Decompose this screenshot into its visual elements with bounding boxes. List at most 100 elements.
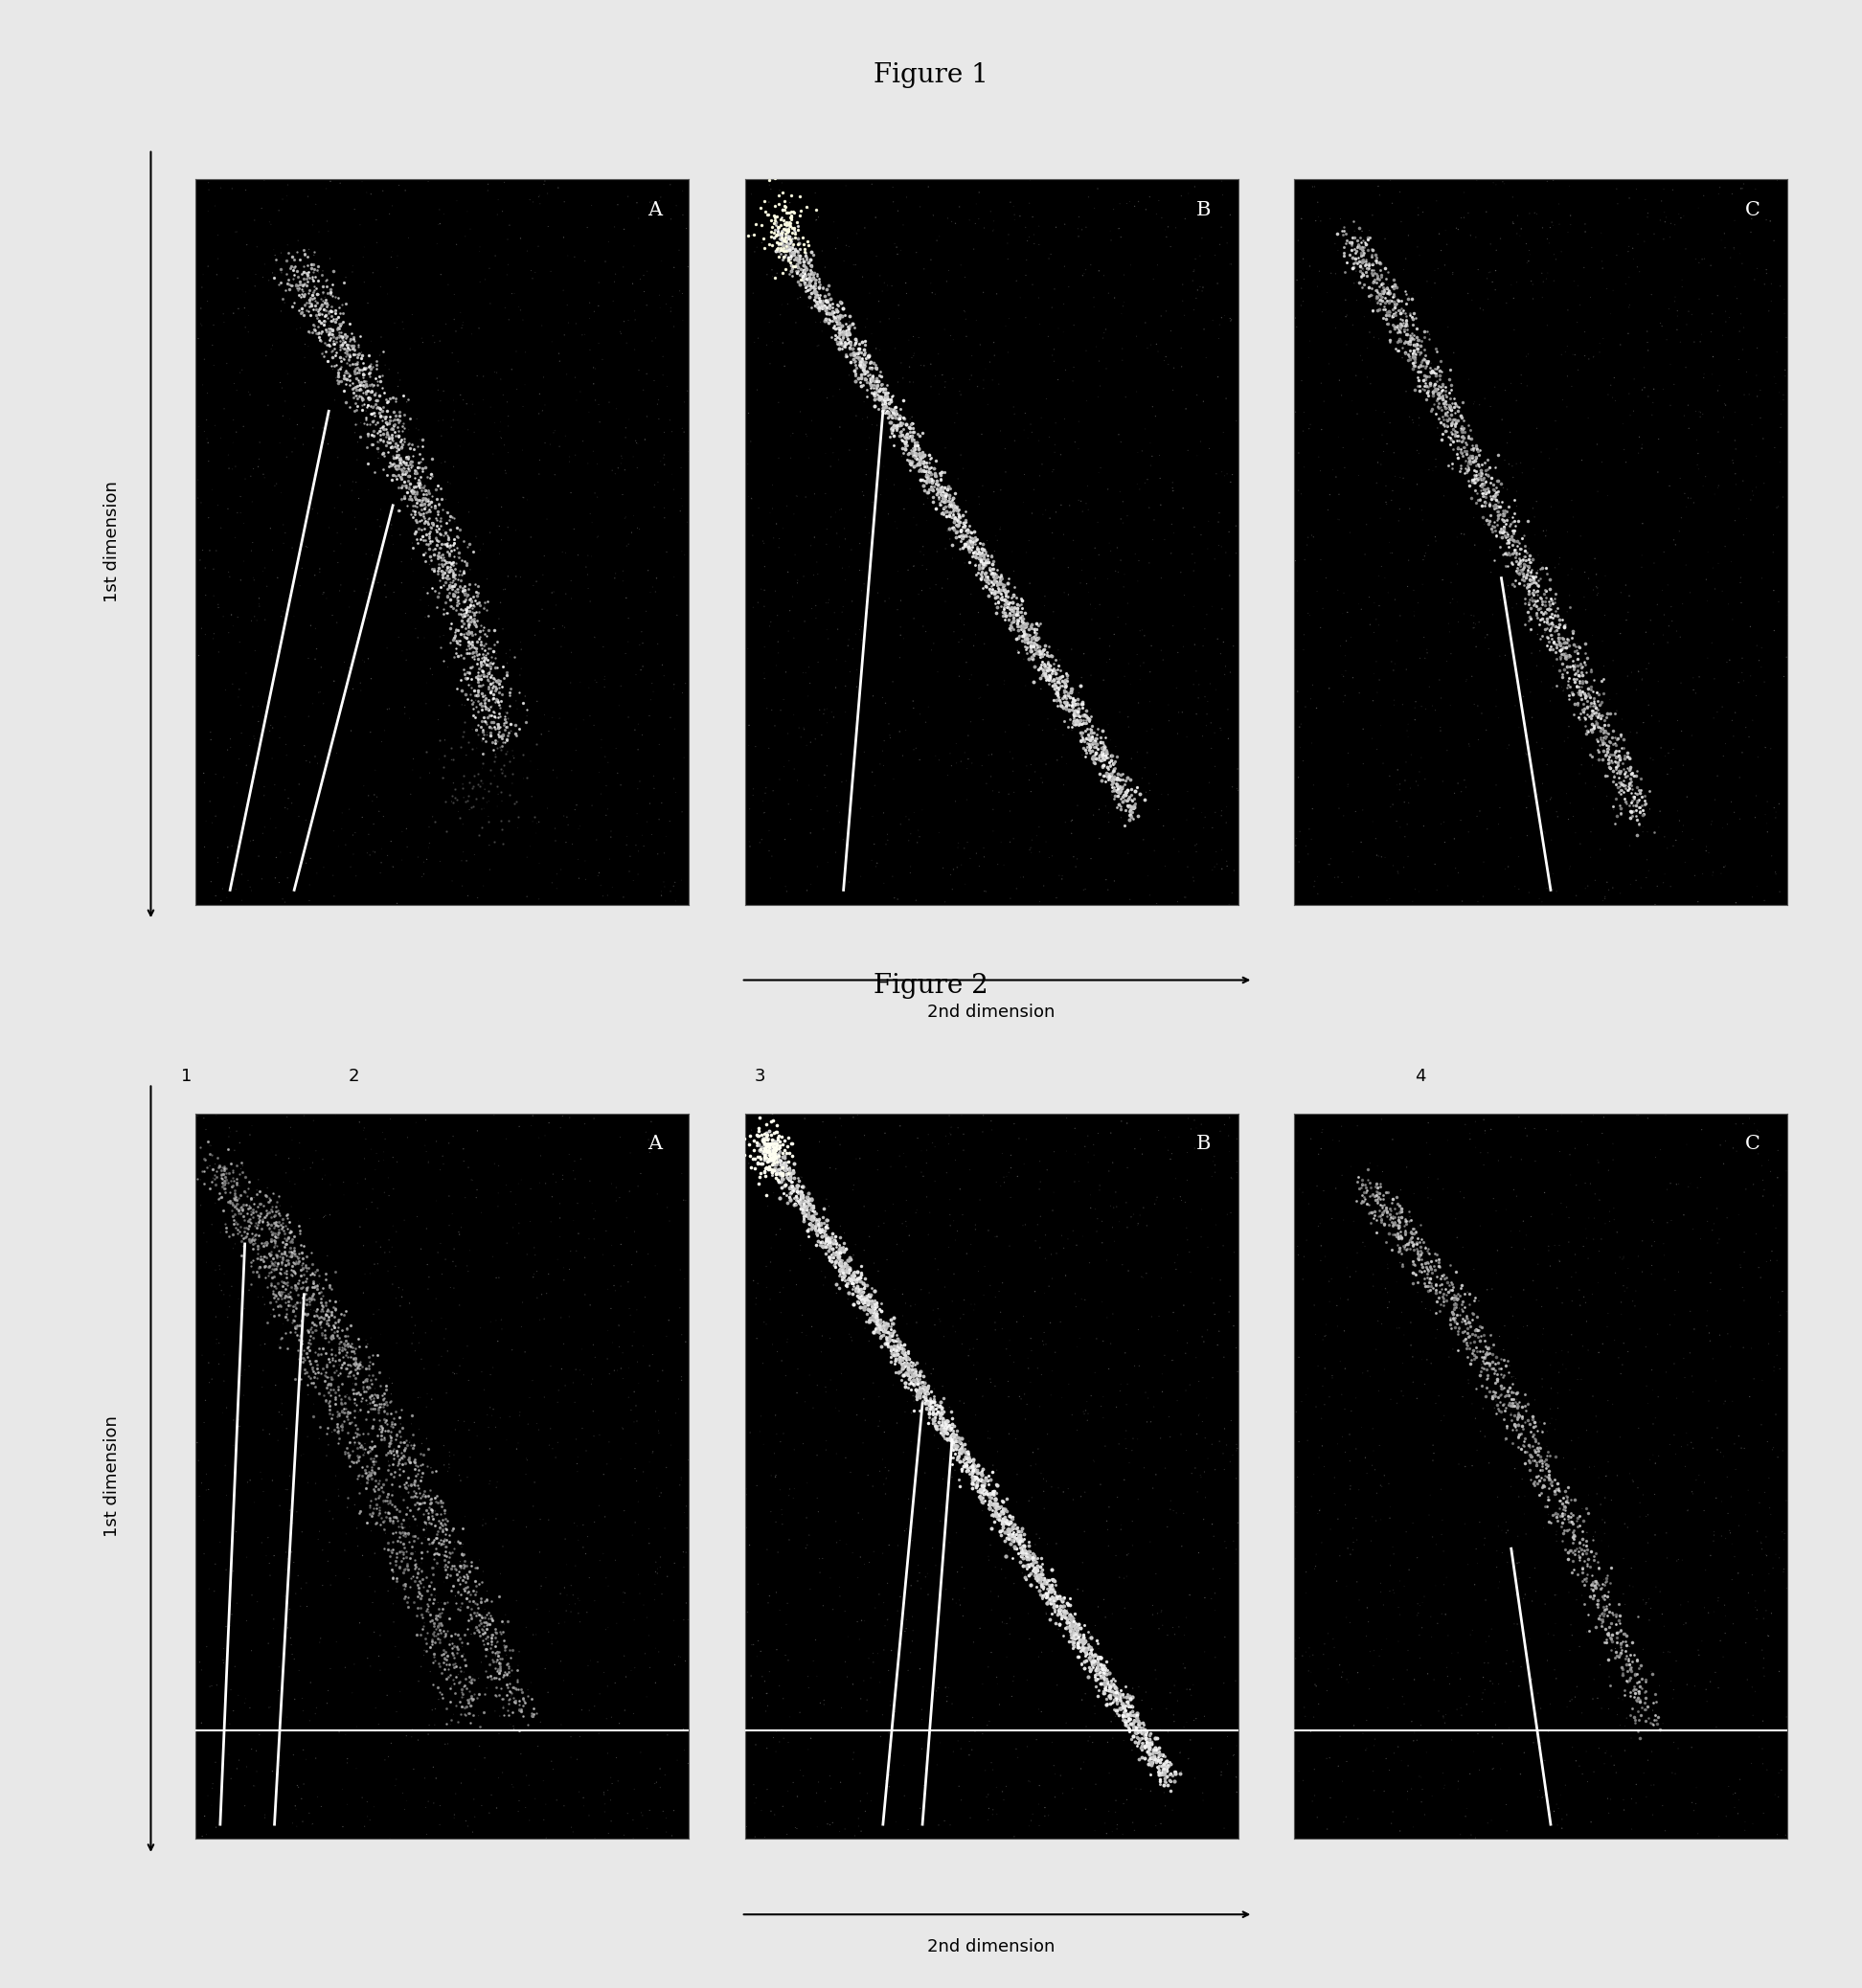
Point — [622, 658, 652, 690]
Point — [1428, 1702, 1458, 1734]
Point — [1499, 207, 1529, 239]
Point — [570, 1242, 600, 1274]
Point — [1171, 881, 1201, 912]
Point — [1156, 1143, 1186, 1175]
Point — [901, 1306, 931, 1338]
Point — [1350, 1231, 1380, 1262]
Point — [1586, 445, 1616, 477]
Point — [250, 604, 279, 636]
Point — [199, 191, 229, 223]
Point — [642, 1179, 672, 1211]
Point — [1614, 378, 1644, 410]
Point — [1754, 1493, 1784, 1525]
Point — [1058, 1773, 1087, 1805]
Point — [1437, 258, 1467, 290]
Point — [1633, 334, 1663, 366]
Point — [1149, 809, 1179, 841]
Point — [1179, 511, 1208, 543]
Point — [549, 187, 579, 219]
Point — [970, 875, 1000, 907]
Point — [827, 1358, 857, 1390]
Point — [1019, 1437, 1048, 1469]
Point — [812, 708, 842, 740]
Point — [1125, 614, 1154, 646]
Point — [1724, 1783, 1754, 1815]
Point — [248, 863, 277, 895]
Point — [289, 1734, 318, 1765]
Point — [505, 1636, 534, 1668]
Point — [1728, 1332, 1758, 1364]
Point — [1218, 771, 1248, 803]
Point — [1488, 1728, 1518, 1759]
Point — [464, 312, 493, 344]
Point — [624, 708, 654, 740]
Point — [1108, 332, 1138, 364]
Point — [1396, 1706, 1426, 1738]
Point — [480, 759, 510, 791]
Point — [842, 670, 871, 702]
Point — [1013, 1388, 1043, 1419]
Point — [773, 875, 803, 907]
Point — [1521, 1461, 1551, 1493]
Point — [194, 195, 223, 227]
Point — [1069, 1398, 1099, 1429]
Point — [1728, 173, 1758, 205]
Point — [1601, 386, 1631, 417]
Point — [1205, 1316, 1235, 1348]
Point — [1514, 1451, 1544, 1483]
Point — [1462, 801, 1491, 833]
Point — [600, 1545, 629, 1576]
Point — [853, 1777, 883, 1809]
Point — [659, 1648, 689, 1680]
Point — [1294, 596, 1324, 628]
Point — [1102, 600, 1132, 632]
Point — [1311, 1241, 1341, 1272]
Point — [261, 811, 290, 843]
Point — [605, 1229, 635, 1260]
Point — [1508, 1205, 1538, 1237]
Point — [1644, 1670, 1674, 1702]
Point — [395, 1503, 425, 1535]
Point — [559, 1368, 588, 1400]
Point — [925, 1304, 955, 1336]
Point — [618, 1519, 648, 1551]
Point — [506, 652, 536, 684]
Point — [1087, 720, 1117, 751]
Point — [1283, 761, 1313, 793]
Point — [1000, 1569, 1030, 1600]
Point — [937, 1286, 966, 1318]
Point — [1748, 1642, 1778, 1674]
Point — [968, 364, 998, 396]
Point — [1709, 217, 1739, 248]
Point — [475, 252, 505, 284]
Point — [473, 1574, 503, 1606]
Point — [842, 1606, 871, 1638]
Point — [1540, 406, 1570, 437]
Point — [1093, 875, 1123, 907]
Point — [1763, 1757, 1793, 1789]
Point — [1011, 211, 1041, 243]
Point — [412, 688, 441, 720]
Point — [1372, 885, 1402, 916]
Point — [300, 612, 330, 644]
Point — [1184, 1537, 1214, 1569]
Point — [246, 1457, 276, 1489]
Point — [516, 831, 546, 863]
Point — [1361, 394, 1391, 425]
Point — [333, 1743, 363, 1775]
Point — [443, 346, 473, 378]
Point — [1629, 352, 1659, 384]
Point — [1106, 1509, 1136, 1541]
Point — [1123, 688, 1153, 720]
Point — [473, 1624, 503, 1656]
Point — [1374, 1467, 1404, 1499]
Point — [1158, 1296, 1188, 1328]
Point — [188, 1101, 218, 1133]
Point — [255, 716, 285, 747]
Point — [1465, 1507, 1495, 1539]
Point — [609, 565, 639, 596]
Point — [1329, 451, 1359, 483]
Point — [441, 1413, 471, 1445]
Point — [488, 575, 518, 606]
Point — [398, 1714, 428, 1745]
